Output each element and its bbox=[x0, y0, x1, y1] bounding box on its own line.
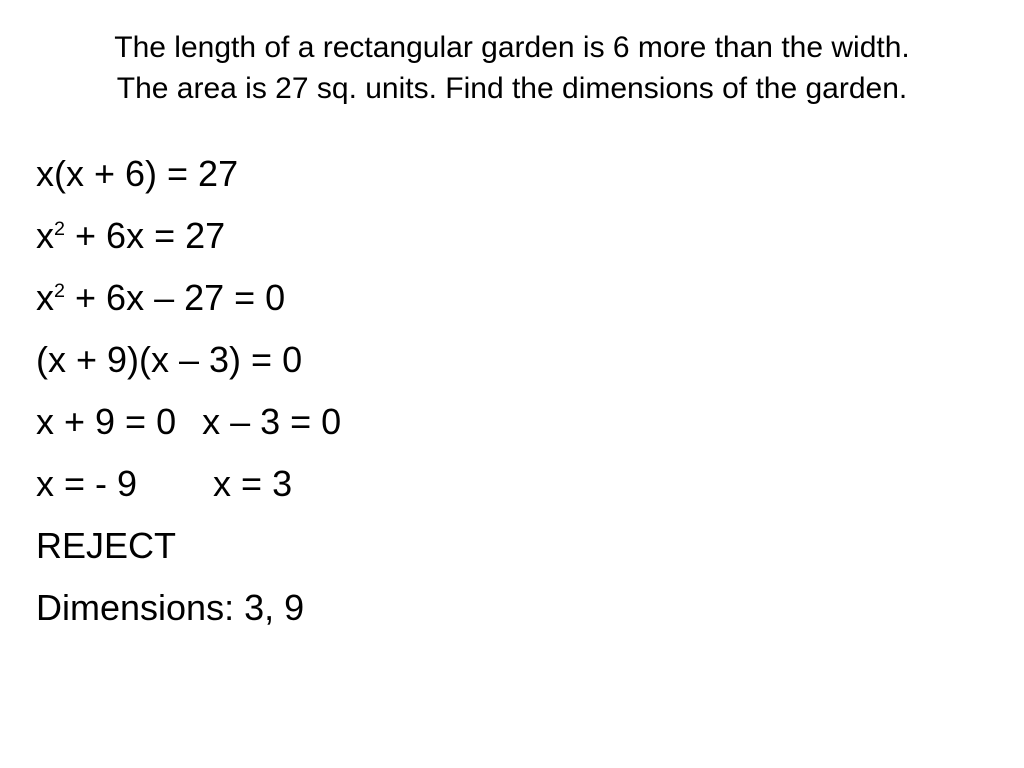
step-3-exp: 2 bbox=[54, 280, 65, 302]
step-6-left: x = - 9 bbox=[36, 463, 137, 504]
step-4-text: (x + 9)(x – 3) = 0 bbox=[36, 339, 302, 380]
problem-line-1: The length of a rectangular garden is 6 … bbox=[114, 31, 909, 64]
step-2-x: x bbox=[36, 215, 54, 256]
step-3: x2 + 6x – 27 = 0 bbox=[36, 271, 988, 325]
step-6-right: x = 3 bbox=[213, 457, 292, 511]
problem-statement: The length of a rectangular garden is 6 … bbox=[36, 28, 988, 109]
step-8-answer: Dimensions: 3, 9 bbox=[36, 581, 988, 635]
step-7-reject: REJECT bbox=[36, 519, 988, 573]
step-6: x = - 9 x = 3 bbox=[36, 457, 988, 511]
step-4: (x + 9)(x – 3) = 0 bbox=[36, 333, 988, 387]
step-3-x: x bbox=[36, 277, 54, 318]
step-2-exp: 2 bbox=[54, 218, 65, 240]
step-5: x + 9 = 0 x – 3 = 0 bbox=[36, 395, 988, 449]
step-2: x2 + 6x = 27 bbox=[36, 209, 988, 263]
step-3-rest: + 6x – 27 = 0 bbox=[65, 277, 285, 318]
reject-text: REJECT bbox=[36, 525, 176, 566]
solution-steps: x(x + 6) = 27 x2 + 6x = 27 x2 + 6x – 27 … bbox=[36, 147, 988, 635]
step-5-right: x – 3 = 0 bbox=[202, 395, 341, 449]
step-1: x(x + 6) = 27 bbox=[36, 147, 988, 201]
step-2-rest: + 6x = 27 bbox=[65, 215, 225, 256]
slide: The length of a rectangular garden is 6 … bbox=[0, 0, 1024, 768]
problem-line-2: The area is 27 sq. units. Find the dimen… bbox=[117, 72, 907, 105]
step-5-left: x + 9 = 0 bbox=[36, 401, 176, 442]
answer-text: Dimensions: 3, 9 bbox=[36, 587, 304, 628]
step-1-text: x(x + 6) = 27 bbox=[36, 153, 238, 194]
